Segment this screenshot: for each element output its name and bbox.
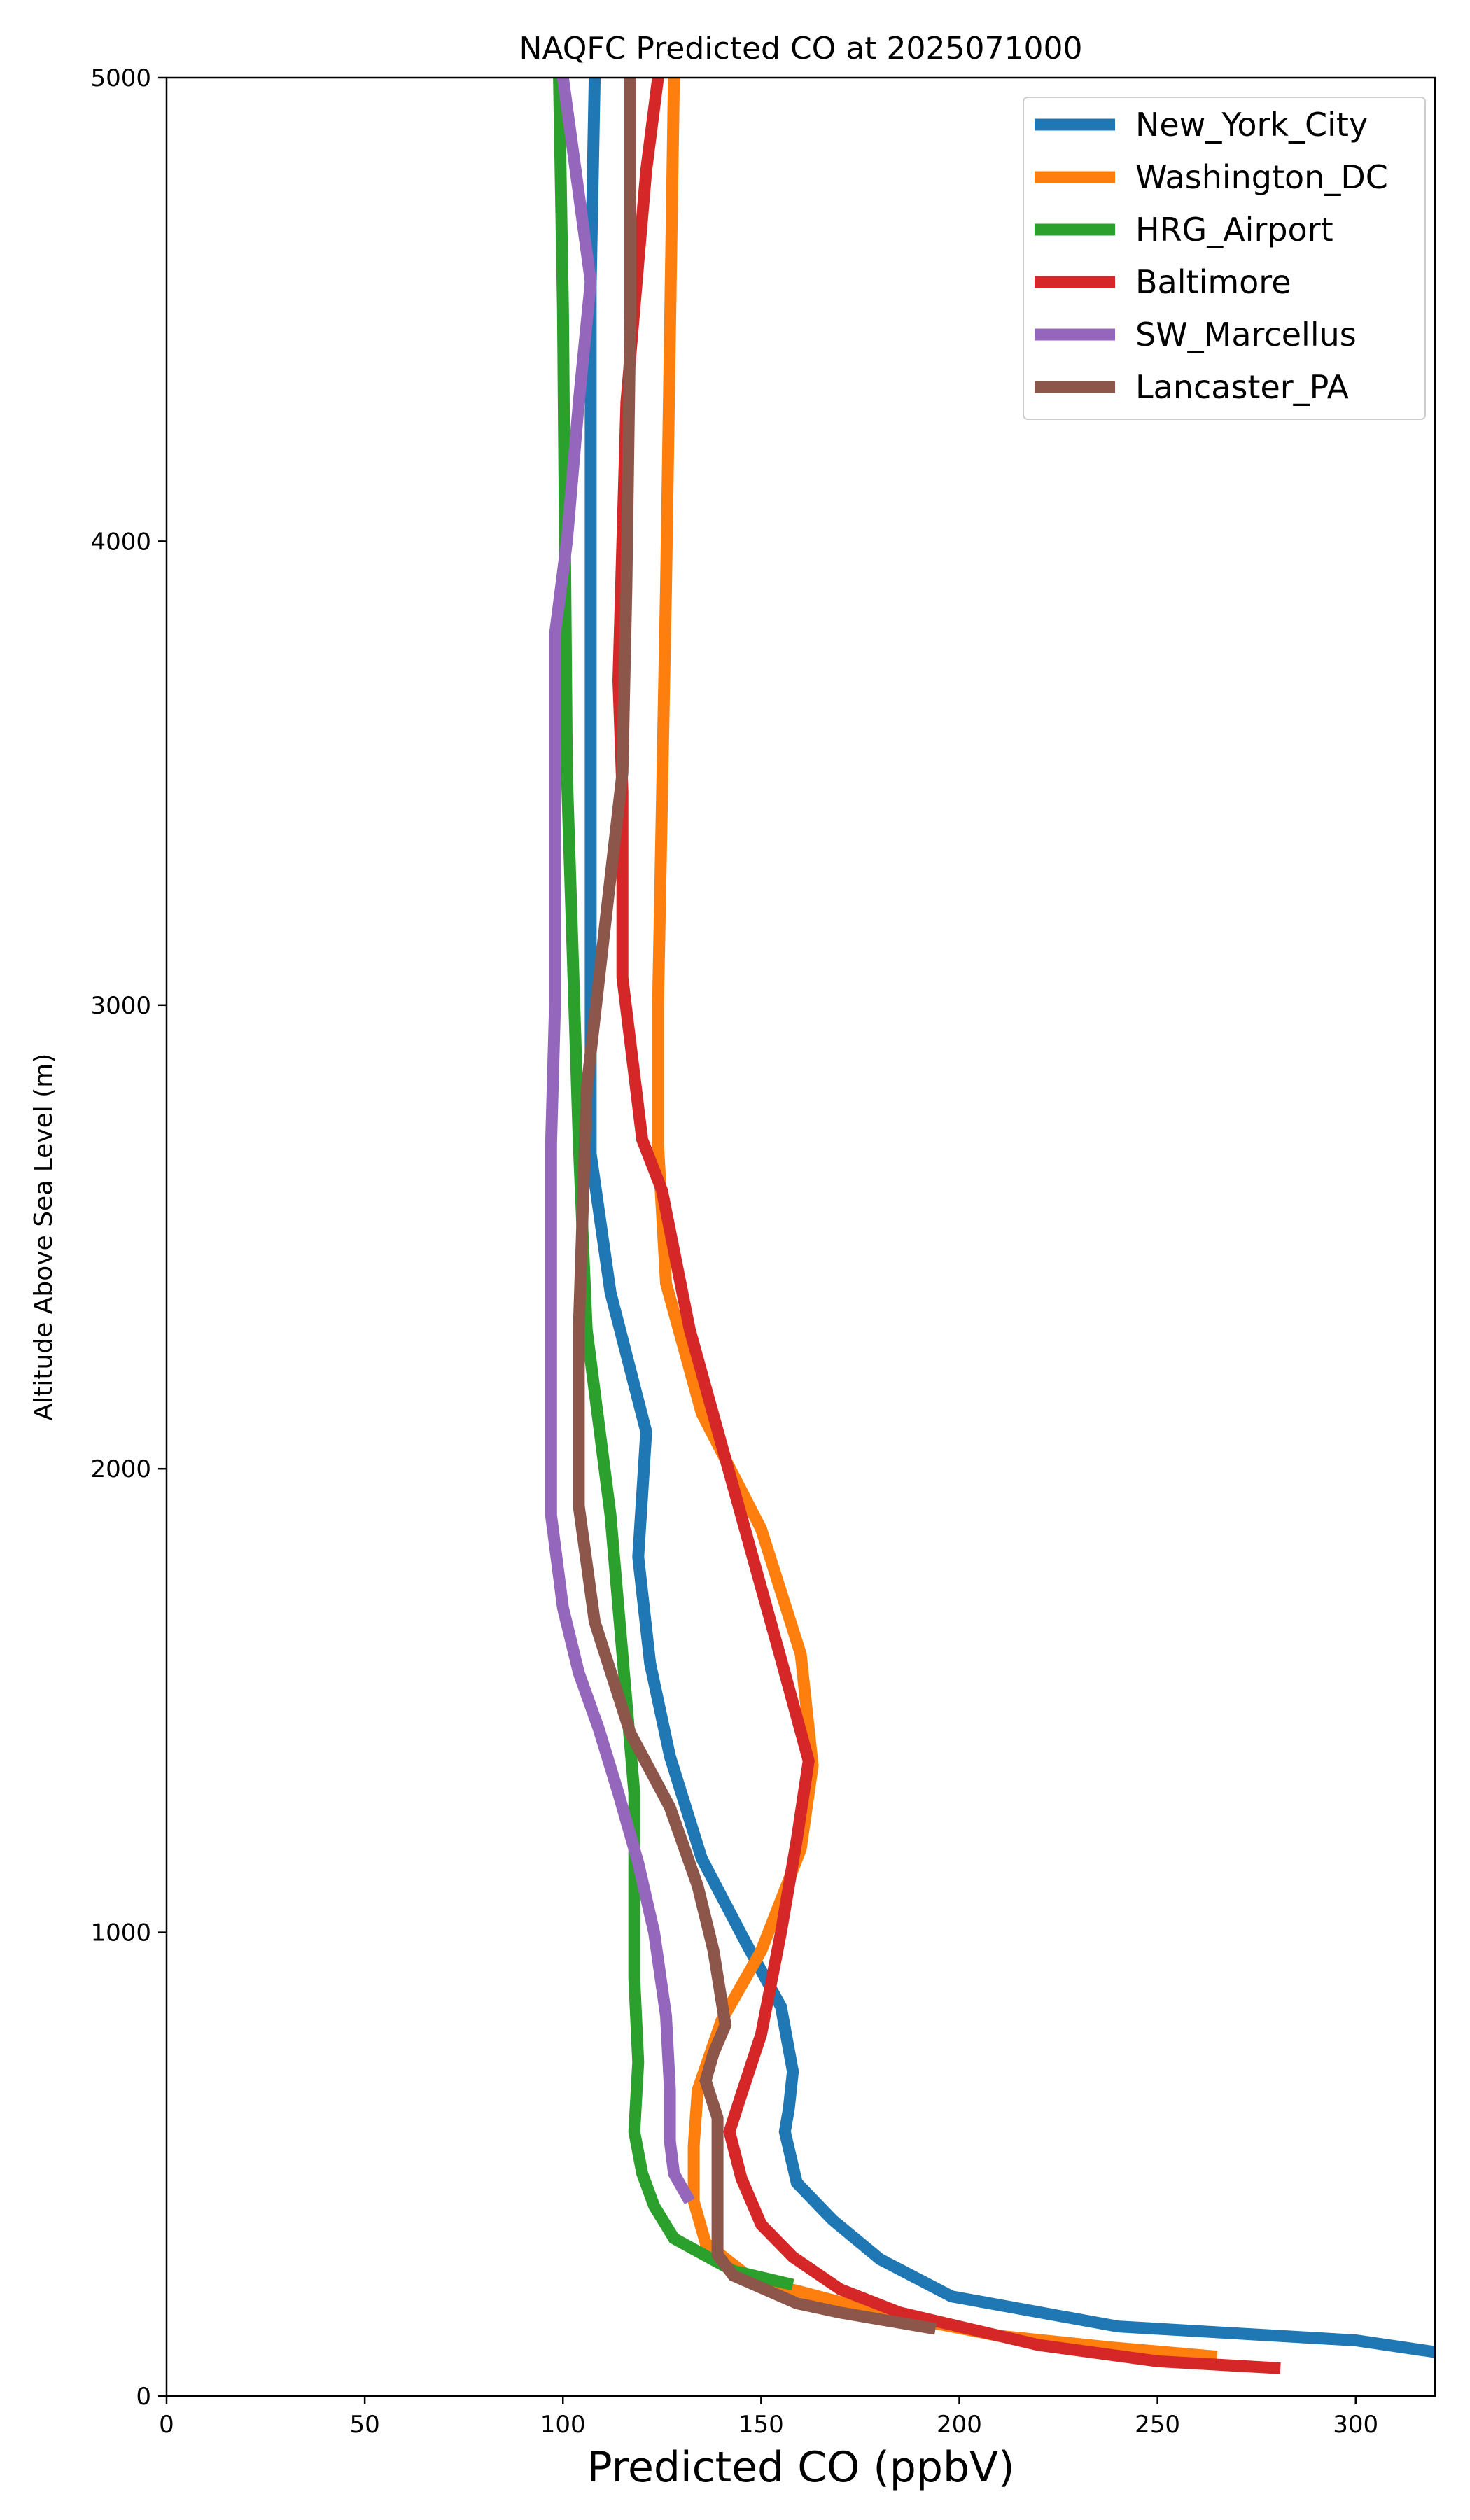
x-tick-label: 200	[937, 2411, 982, 2439]
x-tick-label: 300	[1333, 2411, 1378, 2439]
legend: New_York_City Washington_DC HRG_Airport Bal…	[1023, 97, 1426, 420]
x-axis: 0 50 100 150 200 250 300	[159, 2396, 1378, 2439]
x-tick-label: 50	[349, 2411, 379, 2439]
x-tick-label: 250	[1135, 2411, 1180, 2439]
y-axis-label: Altitude Above Sea Level (m)	[29, 1054, 58, 1421]
legend-label: Washington_DC	[1135, 158, 1388, 196]
plot-frame	[165, 76, 1436, 2398]
chart-title: NAQFC Predicted CO at 2025071000	[519, 31, 1083, 66]
x-tick-label: 0	[159, 2411, 174, 2439]
legend-box	[1023, 97, 1426, 420]
series-line-lancaster-pa	[573, 78, 937, 2335]
x-tick-label: 100	[540, 2411, 586, 2439]
legend-label: Baltimore	[1135, 263, 1292, 301]
series-line-hrg-airport	[553, 78, 794, 2291]
y-tick-label: 4000	[90, 528, 151, 556]
series-line-sw-marcellus	[545, 78, 695, 2204]
legend-label: SW_Marcellus	[1135, 316, 1357, 354]
series-layer	[545, 78, 1435, 2374]
y-tick-label: 3000	[90, 992, 151, 1020]
y-tick-label: 2000	[90, 1455, 151, 1483]
y-tick-label: 5000	[90, 64, 151, 92]
legend-label: Lancaster_PA	[1135, 368, 1349, 406]
x-tick-label: 150	[738, 2411, 784, 2439]
x-axis-label: Predicted CO (ppbV)	[587, 2443, 1014, 2492]
legend-label: New_York_City	[1135, 106, 1368, 144]
legend-label: HRG_Airport	[1135, 211, 1334, 248]
y-tick-label: 1000	[90, 1919, 151, 1947]
y-axis: 0 1000 2000 3000 4000 5000	[90, 64, 167, 2411]
y-tick-label: 0	[136, 2383, 151, 2411]
